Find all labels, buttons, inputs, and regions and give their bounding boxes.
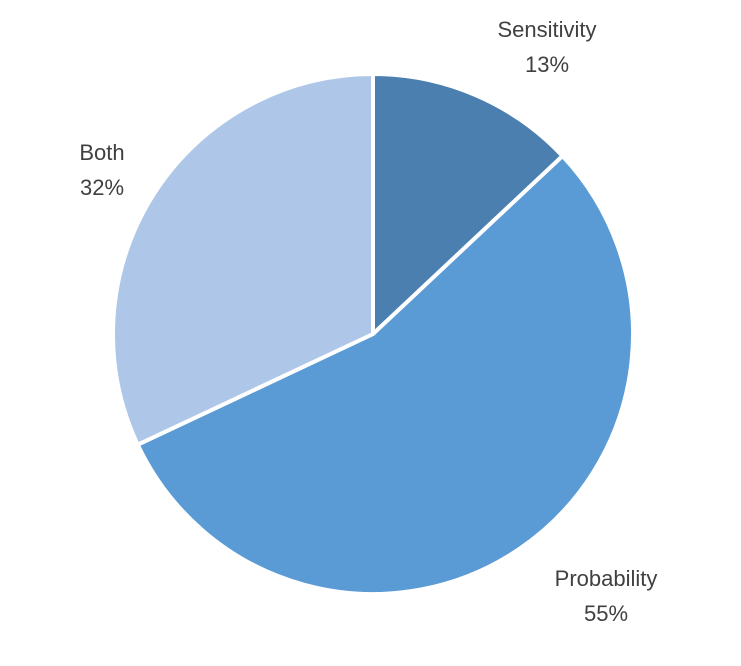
slice-label-both: Both [79, 140, 124, 165]
slice-percent-sensitivity: 13% [525, 52, 569, 77]
slice-label-probability: Probability [555, 566, 658, 591]
slice-percent-probability: 55% [584, 601, 628, 626]
slice-label-sensitivity: Sensitivity [497, 17, 596, 42]
pie-slice-both [111, 72, 375, 447]
pie-slice-sensitivity [371, 72, 565, 336]
pie-slices [111, 72, 635, 596]
slice-labels: Sensitivity 13% Probability 55% Both 32% [79, 17, 657, 626]
pie-slice-probability [135, 154, 635, 596]
slice-percent-both: 32% [80, 175, 124, 200]
